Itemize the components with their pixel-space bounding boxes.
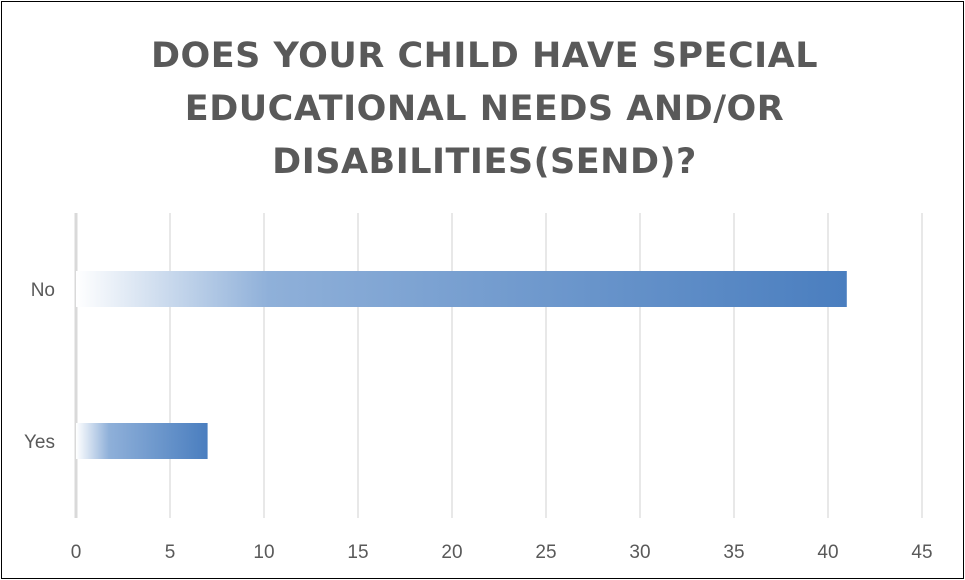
x-tick-label: 0 bbox=[71, 542, 82, 563]
x-tick-label: 5 bbox=[165, 542, 176, 563]
x-tick-label: 30 bbox=[629, 542, 650, 563]
x-tick-label: 45 bbox=[911, 542, 932, 563]
x-tick-label: 10 bbox=[253, 542, 274, 563]
category-labels: No Yes bbox=[24, 280, 55, 453]
gridlines bbox=[74, 213, 923, 518]
bar-no bbox=[76, 271, 847, 307]
chart-title: DOES YOUR CHILD HAVE SPECIAL EDUCATIONAL… bbox=[150, 36, 819, 182]
x-tick-label: 20 bbox=[441, 542, 462, 563]
x-tick-label: 25 bbox=[535, 542, 556, 563]
x-tick-label: 15 bbox=[347, 542, 368, 563]
x-tick-label: 40 bbox=[817, 542, 838, 563]
bars bbox=[76, 271, 847, 459]
x-axis-tick-labels: 0 5 10 15 20 25 30 35 40 45 bbox=[71, 542, 933, 563]
bar-yes bbox=[76, 423, 208, 459]
category-label: Yes bbox=[24, 432, 55, 453]
x-tick-label: 35 bbox=[723, 542, 744, 563]
category-label: No bbox=[31, 280, 55, 301]
